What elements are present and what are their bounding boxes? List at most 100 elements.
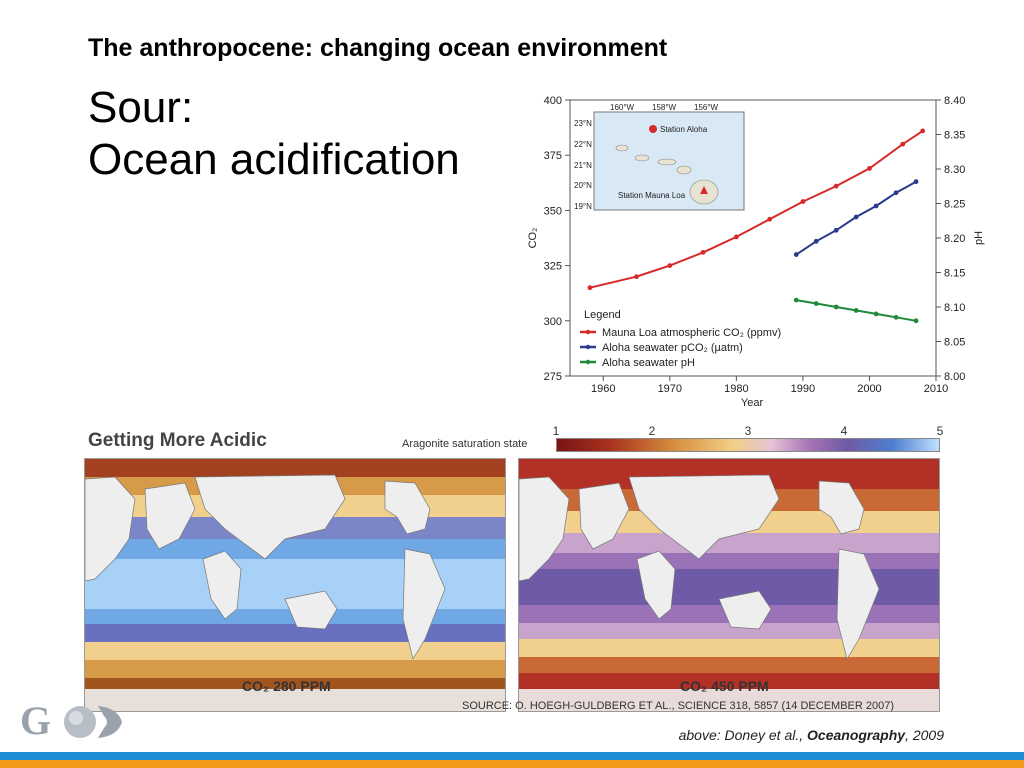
station-mauna-loa-label: Station Mauna Loa [618,191,686,200]
scale-tick-3: 3 [744,424,752,438]
map-450ppm-svg [519,459,939,711]
y-left-title: CO₂ [527,228,539,249]
scale-tick-1: 1 [552,424,560,438]
series-0-point-7 [833,183,839,189]
series-0-point-8 [867,166,872,171]
credit-suffix: , 2009 [905,727,944,743]
series-0-point-1 [634,274,639,280]
right-axis: 8.00 8.05 8.10 8.15 8.20 8.25 8.30 8.35 8.40 [936,95,965,383]
series-2-point-4 [873,311,879,317]
series-2-point-1 [813,301,819,306]
maps-source: SOURCE: O. HOEGH-GULDBERG ET AL., SCIENC… [462,700,894,712]
series-0-point-2 [667,263,673,268]
island-oahu [634,154,650,162]
subtitle-line-1: Sour: [88,83,194,132]
right-tick-label-3: 8.15 [944,268,965,280]
map-280ppm-caption: CO₂ 280 PPM [242,678,331,694]
series-2-point-0 [793,297,799,303]
legend-item-ph: Aloha seawater pH [602,357,695,369]
series-1-point-6 [913,179,919,185]
right-tick-label-2: 8.10 [944,302,965,314]
hawaii-inset-map: 160°W 158°W 156°W 23°N 22°N 21°N 20°N 19… [574,103,745,211]
right-tick-label-1: 8.05 [944,337,965,349]
x-tick-label-4: 2000 [857,383,881,395]
right-tick-label-0: 8.00 [944,371,965,383]
legend-item-co2: Mauna Loa atmospheric CO₂ (ppmv) [602,327,781,339]
scale-label: Aragonite saturation state [402,438,528,450]
left-tick-label-3: 350 [544,205,562,217]
right-tick-label-8: 8.40 [944,95,965,107]
x-axis-title: Year [741,397,764,409]
lon-label-3: 156°W [694,103,719,112]
series-layer [587,128,926,324]
series-0-point-9 [900,141,906,147]
series-0-point-10 [920,128,926,134]
series-2-point-6 [913,318,919,324]
footer-stripe-blue [0,752,1024,760]
mauna-loa-marker [700,186,708,194]
legend-item-pco2: Aloha seawater pCO₂ (µatm) [602,342,743,354]
island-kauai [615,144,629,152]
series-1-point-1 [813,238,819,244]
map-280ppm-svg [85,459,505,711]
left-tick-label-0: 275 [544,371,562,383]
series-1-point-5 [893,190,899,196]
right-tick-label-4: 8.20 [944,233,965,245]
left-tick-label-5: 400 [544,95,562,107]
series-1-point-0 [793,252,799,257]
x-tick-label-3: 1990 [791,383,815,395]
x-tick-label-1: 1970 [658,383,682,395]
footer-stripe-orange [0,760,1024,768]
figure-credit: above: Doney et al., Oceanography, 2009 [679,727,944,743]
lon-label-2: 158°W [652,103,677,112]
slide-subtitle: Sour: Ocean acidification [88,82,460,186]
island-molokai [657,158,677,166]
series-0-point-6 [800,199,806,204]
left-tick-label-4: 375 [544,150,562,162]
legend-title: Legend [584,309,621,321]
scale-tick-2: 2 [648,424,656,438]
right-tick-label-6: 8.30 [944,164,965,176]
station-aloha-marker [649,125,657,133]
left-axis: 275 300 325 350 375 400 [544,95,570,383]
lat-label-4: 20°N [574,181,592,190]
left-tick-label-2: 325 [544,261,562,273]
map-450ppm-caption: CO₂ 450 PPM [680,678,769,694]
scale-tick-4: 4 [840,424,848,438]
co2-ph-chart: 275 300 325 350 375 400 8.00 8.05 8.10 8.15 8.20 8… [522,88,992,410]
x-tick-label-0: 1960 [591,383,615,395]
y-right-title: pH [973,231,985,245]
series-1-point-4 [873,203,879,209]
credit-prefix: above: Doney et al., [678,727,808,743]
aragonite-scale-bar [556,438,940,452]
x-tick-label-5: 2010 [924,383,948,395]
lon-label-1: 160°W [610,103,635,112]
svg-text:G: G [20,698,51,742]
series-0-point-3 [700,249,706,255]
right-tick-label-5: 8.25 [944,199,965,211]
series-0-point-0 [587,285,593,291]
maps-title: Getting More Acidic [88,430,267,451]
series-1-point-3 [853,214,859,220]
lat-label-2: 22°N [574,140,592,149]
chart-legend: Legend Mauna Loa atmospheric CO₂ (ppmv) … [580,309,781,369]
series-0-point-4 [733,234,739,240]
map-450ppm [518,458,940,712]
right-tick-label-7: 8.35 [944,130,965,142]
series-0-point-5 [767,216,773,222]
slide-title: The anthropocene: changing ocean environ… [88,34,668,62]
series-1-point-2 [833,227,839,233]
institution-logo: G [18,698,128,743]
series-2-point-5 [893,314,899,320]
footer-stripe [0,752,1024,768]
subtitle-line-2: Ocean acidification [88,135,460,184]
lat-label-1: 23°N [574,119,592,128]
acidification-maps-panel: Getting More Acidic Aragonite saturation… [82,420,944,720]
left-tick-label-1: 300 [544,316,562,328]
series-2-point-2 [833,304,839,310]
scale-tick-5: 5 [936,424,944,438]
island-maui [676,165,692,175]
lat-label-3: 21°N [574,161,592,170]
x-tick-label-2: 1980 [724,383,748,395]
